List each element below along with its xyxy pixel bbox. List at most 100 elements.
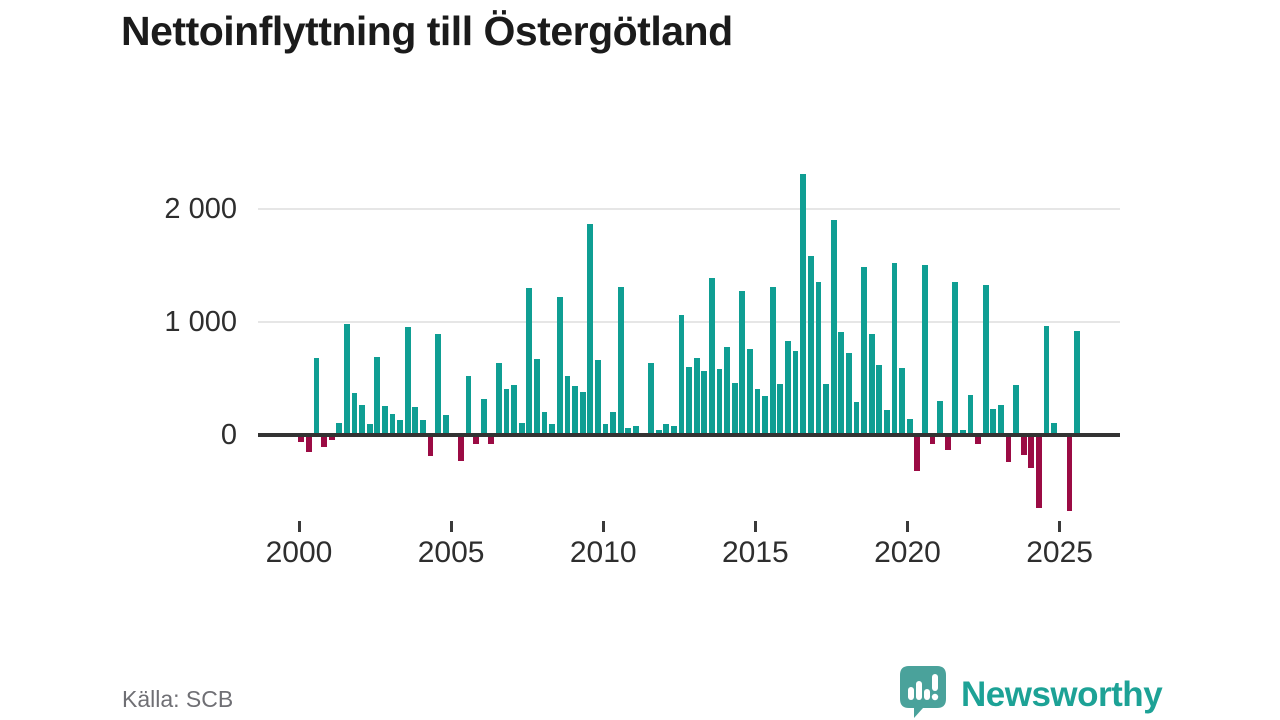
bar-2011Q4: [655, 429, 662, 435]
bar-2024Q3: [1043, 326, 1050, 435]
bar-2017Q4: [838, 331, 845, 435]
bar-2000Q1: [298, 437, 305, 442]
bar-2000Q3: [313, 358, 320, 435]
bar-2016Q3: [800, 173, 807, 435]
bar-2016Q4: [807, 256, 814, 435]
bar-2015Q4: [777, 384, 784, 435]
bar-2008Q3: [556, 297, 563, 435]
bar-2019Q3: [891, 263, 898, 435]
bar-2012Q4: [686, 367, 692, 435]
bar-2003Q4: [412, 406, 419, 435]
bar-2008Q4: [564, 375, 571, 435]
bar-2005Q2: [458, 437, 464, 461]
bar-2019Q1: [876, 365, 883, 435]
x-axis-tick-2015: [753, 521, 757, 532]
bar-2007Q3: [526, 287, 533, 435]
bar-2016Q2: [792, 351, 799, 435]
x-axis-tick-2005: [449, 521, 453, 532]
bar-2014Q3: [739, 291, 746, 435]
bar-2021Q3: [952, 282, 959, 435]
bar-2010Q2: [610, 412, 616, 435]
bar-2003Q1: [389, 414, 396, 435]
bar-2016Q1: [785, 340, 791, 435]
bar-2013Q4: [716, 368, 723, 435]
bar-2005Q4: [473, 437, 480, 444]
bar-2024Q1: [1028, 437, 1035, 468]
bar-2000Q2: [305, 437, 312, 452]
gridline-2000: [258, 207, 1120, 210]
bar-2008Q2: [549, 423, 556, 435]
bar-2019Q2: [883, 409, 890, 435]
bar-2023Q1: [998, 405, 1004, 435]
bar-2020Q4: [929, 437, 936, 445]
bar-2022Q1: [967, 395, 974, 435]
newsworthy-speech-bubble-chart-icon: [897, 664, 949, 720]
bar-2021Q4: [960, 429, 966, 435]
brand-name: Newsworthy: [961, 674, 1163, 714]
x-axis-zero-line: [258, 433, 1120, 437]
bar-2003Q2: [397, 420, 403, 435]
x-axis-label-2025: 2025: [1026, 536, 1093, 569]
bar-2011Q1: [632, 425, 639, 435]
bar-2007Q1: [511, 384, 518, 435]
bar-2009Q1: [572, 386, 578, 435]
bar-2018Q2: [853, 402, 860, 435]
bar-2001Q2: [336, 422, 343, 435]
bar-2012Q2: [670, 425, 677, 435]
bar-2012Q1: [663, 424, 670, 435]
bar-2014Q2: [731, 382, 738, 435]
bar-2024Q2: [1036, 437, 1042, 508]
bar-2020Q1: [906, 419, 913, 435]
bar-2025Q3: [1074, 330, 1080, 435]
bar-2017Q2: [823, 384, 829, 435]
source-label: Källa: SCB: [122, 686, 234, 712]
bar-2024Q4: [1051, 423, 1058, 435]
x-axis-tick-2000: [297, 521, 301, 532]
bar-2021Q1: [937, 400, 943, 435]
y-axis-label-0: 0: [220, 419, 237, 451]
bar-2023Q3: [1013, 385, 1020, 435]
x-axis-tick-2025: [1058, 521, 1062, 532]
bar-2009Q3: [587, 224, 594, 435]
bar-2015Q3: [769, 286, 776, 435]
bar-2006Q4: [503, 388, 510, 435]
bar-2001Q1: [328, 437, 335, 441]
bar-2004Q3: [435, 334, 441, 435]
bar-2015Q2: [762, 395, 769, 435]
bar-2010Q4: [625, 427, 632, 435]
bar-2014Q1: [724, 347, 731, 435]
bar-2015Q1: [754, 388, 761, 435]
bar-2012Q3: [678, 314, 685, 435]
bar-2022Q2: [975, 437, 982, 445]
bar-2007Q4: [534, 359, 540, 435]
bar-2017Q3: [830, 220, 837, 435]
bar-2006Q2: [488, 437, 495, 445]
bar-2014Q4: [747, 349, 753, 435]
bar-2019Q4: [899, 368, 905, 435]
bar-2009Q2: [579, 392, 586, 435]
bar-2001Q3: [343, 324, 350, 435]
bar-2018Q3: [861, 267, 867, 435]
bar-2021Q2: [944, 437, 951, 450]
bar-2022Q3: [982, 285, 989, 435]
bar-2004Q1: [419, 420, 426, 435]
x-axis-label-2020: 2020: [874, 536, 941, 569]
x-axis-label-2000: 2000: [265, 536, 333, 569]
bar-2010Q1: [602, 423, 609, 435]
bar-2025Q2: [1066, 437, 1073, 512]
bar-2020Q2: [914, 437, 921, 472]
gridline-1000: [258, 320, 1120, 323]
bar-2023Q4: [1020, 437, 1027, 456]
bar-2002Q4: [381, 406, 388, 435]
x-axis-tick-2010: [601, 521, 605, 532]
newsworthy-logo: Newsworthy: [897, 664, 1163, 720]
bar-2004Q2: [427, 437, 434, 457]
bar-2006Q1: [480, 398, 487, 435]
bar-2013Q1: [693, 358, 700, 435]
bar-2002Q2: [366, 423, 373, 435]
bar-2017Q1: [815, 282, 822, 435]
bar-2020Q3: [921, 265, 928, 435]
bar-2018Q4: [868, 333, 875, 435]
x-axis-tick-2020: [905, 521, 909, 532]
